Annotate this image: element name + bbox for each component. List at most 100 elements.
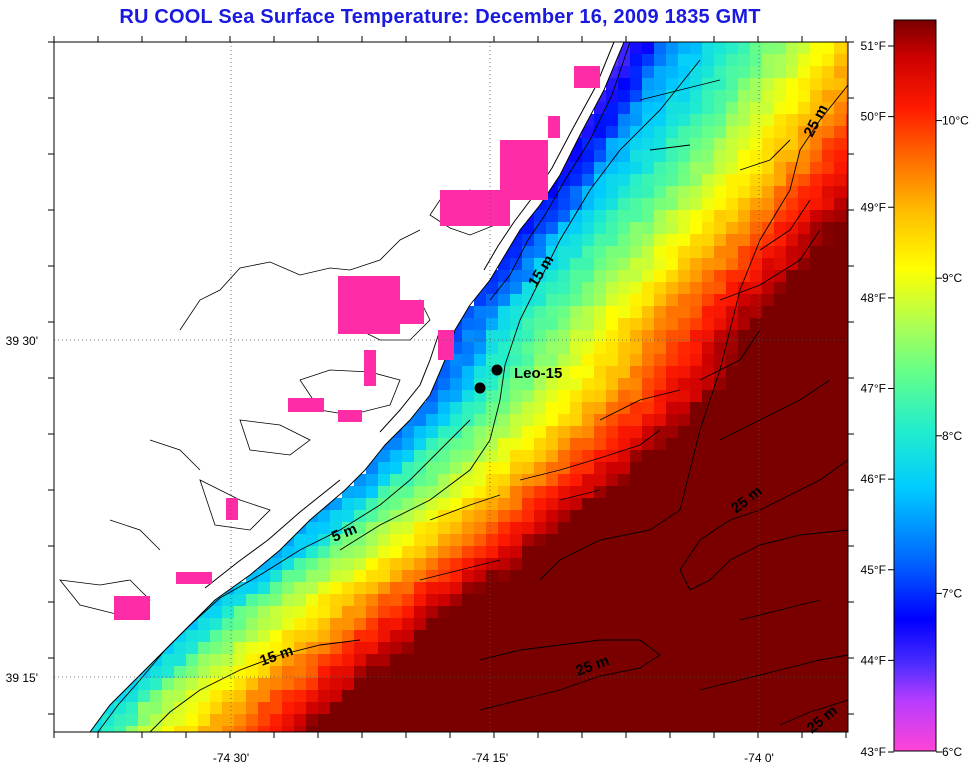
- sst-cell: [402, 690, 415, 703]
- sst-cell: [714, 114, 727, 127]
- station-marker[interactable]: [474, 382, 486, 394]
- sst-cell: [834, 270, 847, 283]
- sst-cell: [726, 726, 739, 732]
- sst-cell: [642, 78, 655, 91]
- sst-cell: [822, 198, 835, 211]
- sst-cell: [570, 318, 583, 331]
- sst-cell: [558, 294, 571, 307]
- sst-cell: [738, 126, 751, 139]
- sst-cell: [198, 630, 211, 643]
- sst-cell: [582, 402, 595, 415]
- sst-cell: [846, 150, 848, 163]
- sst-cell: [750, 450, 763, 463]
- sst-cell: [846, 366, 848, 379]
- sst-cell: [774, 450, 787, 463]
- sst-cell: [582, 354, 595, 367]
- sst-cell: [690, 618, 703, 631]
- sst-cell: [786, 522, 799, 535]
- sst-cell: [570, 522, 583, 535]
- sst-cell: [546, 222, 559, 235]
- sst-cell: [474, 618, 487, 631]
- sst-cell: [522, 594, 535, 607]
- sst-cell: [414, 582, 427, 595]
- sst-cell: [282, 630, 295, 643]
- sst-cell: [270, 582, 283, 595]
- sst-cell: [426, 402, 439, 415]
- sst-cell: [834, 306, 847, 319]
- sst-cell: [438, 726, 451, 732]
- sst-cell: [198, 726, 211, 732]
- sst-cell: [738, 414, 751, 427]
- sst-cell: [786, 438, 799, 451]
- sst-cell: [642, 246, 655, 259]
- sst-cell: [306, 642, 319, 655]
- sst-cell: [642, 198, 655, 211]
- sst-cell: [522, 318, 535, 331]
- sst-cell: [618, 138, 631, 151]
- sst-cell: [270, 714, 283, 727]
- sst-cell: [666, 54, 679, 67]
- sst-cell: [750, 510, 763, 523]
- sst-cell: [642, 378, 655, 391]
- sst-cell: [474, 414, 487, 427]
- sst-cell: [606, 354, 619, 367]
- sst-cell: [702, 618, 715, 631]
- sst-cell: [762, 606, 775, 619]
- sst-cell: [678, 618, 691, 631]
- sst-cell: [282, 702, 295, 715]
- sst-cell: [714, 126, 727, 139]
- station-marker[interactable]: [491, 364, 503, 376]
- sst-cell: [750, 714, 763, 727]
- sst-cell: [654, 510, 667, 523]
- sst-cell: [282, 642, 295, 655]
- sst-cell: [630, 246, 643, 259]
- sst-cell: [582, 162, 595, 175]
- sst-cell: [510, 570, 523, 583]
- sst-cell: [486, 546, 499, 559]
- sst-cell: [750, 702, 763, 715]
- sst-cell: [318, 534, 331, 547]
- sst-cell: [426, 654, 439, 667]
- sst-cell: [846, 258, 848, 271]
- sst-cell: [750, 570, 763, 583]
- sst-cell: [606, 570, 619, 583]
- sst-cell: [414, 666, 427, 679]
- sst-cell: [810, 498, 823, 511]
- sst-cell: [810, 510, 823, 523]
- sst-cell: [762, 438, 775, 451]
- sst-cell: [822, 390, 835, 403]
- sst-cell: [798, 438, 811, 451]
- sst-cell: [582, 198, 595, 211]
- sst-cell: [582, 666, 595, 679]
- sst-cell: [618, 654, 631, 667]
- sst-cell: [546, 354, 559, 367]
- sst-cell: [474, 522, 487, 535]
- sst-cell: [618, 702, 631, 715]
- contour-15m: [149, 59, 701, 732]
- sst-cell: [642, 402, 655, 415]
- cold-patch: [364, 350, 376, 386]
- sst-cell: [702, 702, 715, 715]
- sst-cell: [762, 330, 775, 343]
- sst-cell: [474, 678, 487, 691]
- sst-cell: [558, 462, 571, 475]
- sst-cell: [546, 330, 559, 343]
- sst-cell: [618, 258, 631, 271]
- cold-patch: [176, 572, 212, 584]
- sst-cell: [546, 390, 559, 403]
- sst-cell: [822, 66, 835, 79]
- sst-cell: [702, 414, 715, 427]
- sst-cell: [594, 354, 607, 367]
- sst-cell: [570, 642, 583, 655]
- sst-cell: [762, 666, 775, 679]
- sst-cell: [378, 690, 391, 703]
- sst-cell: [846, 714, 848, 727]
- sst-cell: [390, 594, 403, 607]
- sst-cell: [678, 510, 691, 523]
- sst-cell: [606, 138, 619, 151]
- colorbar-celsius-label: 9°C: [942, 271, 962, 285]
- sst-cell: [750, 582, 763, 595]
- sst-cell: [618, 414, 631, 427]
- sst-cell: [558, 582, 571, 595]
- sst-cell: [282, 558, 295, 571]
